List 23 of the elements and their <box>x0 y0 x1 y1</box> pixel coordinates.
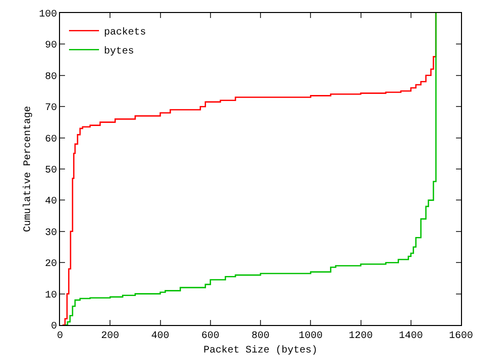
y-tick-label: 0 <box>50 322 57 332</box>
x-tick-label: 200 <box>101 331 120 342</box>
x-tick-label: 400 <box>151 331 170 342</box>
y-tick-label: 30 <box>44 228 57 239</box>
y-tick-label: 60 <box>44 134 57 146</box>
y-tick-label: 40 <box>44 196 57 208</box>
y-tick-label: 90 <box>44 40 57 52</box>
y-tick-label: 80 <box>44 72 57 83</box>
y-tick-label: 70 <box>44 103 57 114</box>
y-tick-label: 10 <box>44 290 57 302</box>
x-tick-label: 600 <box>201 331 220 342</box>
x-tick-label: 1600 <box>448 331 474 342</box>
x-tick-label: 1000 <box>298 331 323 342</box>
x-tick-label: 800 <box>251 331 270 342</box>
legend-label: bytes <box>104 46 134 58</box>
x-tick-label: 1200 <box>348 331 373 342</box>
y-tick-label: 20 <box>44 259 57 270</box>
y-axis-title: Cumulative Percentage <box>22 106 34 232</box>
x-axis-title: Packet Size (bytes) <box>203 344 318 356</box>
y-tick-label: 100 <box>38 10 57 20</box>
y-tick-label: 50 <box>44 166 57 176</box>
x-tick-label: 1400 <box>398 331 423 342</box>
legend-label: packets <box>104 26 146 39</box>
